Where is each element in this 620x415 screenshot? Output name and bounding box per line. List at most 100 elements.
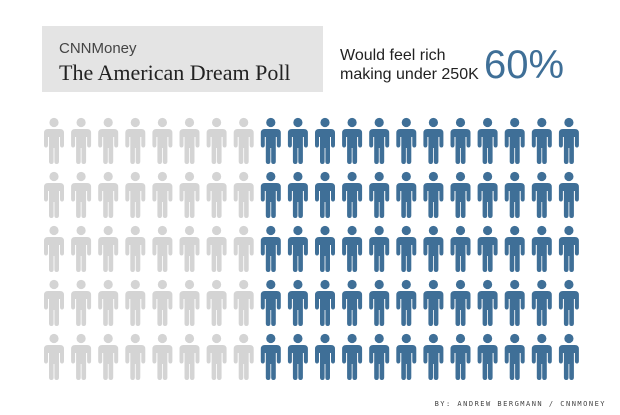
person-icon-highlighted-r3-c14 <box>396 225 417 272</box>
person-icon-highlighted-r1-c11 <box>315 117 335 164</box>
person-icon-base-r1-c7 <box>206 117 227 164</box>
person-icon-highlighted-r1-c18 <box>504 117 525 164</box>
person-icon-base-r5-c2 <box>71 333 92 380</box>
person-icon-base-r1-c1 <box>44 117 64 164</box>
person-icon-highlighted-r4-c14 <box>396 279 417 326</box>
person-icon-highlighted-r2-c14 <box>396 171 417 218</box>
person-icon-highlighted-r3-c11 <box>315 225 335 272</box>
person-icon-base-r3-c3 <box>98 225 119 272</box>
person-icon-highlighted-r5-c19 <box>531 333 552 380</box>
person-icon-highlighted-r3-c15 <box>423 225 444 272</box>
person-icon-highlighted-r2-c18 <box>504 171 525 218</box>
person-icon-base-r5-c5 <box>152 333 173 380</box>
person-icon-base-r5-c3 <box>98 333 119 380</box>
person-icon-highlighted-r4-c17 <box>477 279 498 326</box>
person-icon-highlighted-r5-c13 <box>369 333 390 380</box>
person-icon-base-r3-c8 <box>233 225 254 272</box>
person-icon-highlighted-r4-c19 <box>531 279 552 326</box>
person-icon-highlighted-r2-c16 <box>450 171 471 218</box>
person-icon-base-r1-c4 <box>125 117 146 164</box>
person-icon-base-r5-c8 <box>233 333 254 380</box>
person-icon-highlighted-r1-c14 <box>396 117 417 164</box>
person-icon-highlighted-r5-c14 <box>396 333 417 380</box>
person-icon-highlighted-r1-c20 <box>558 117 579 164</box>
person-icon-base-r4-c8 <box>233 279 254 326</box>
brand-name: CNNMoney <box>59 40 137 57</box>
person-icon-highlighted-r5-c18 <box>504 333 525 380</box>
person-icon-highlighted-r5-c17 <box>477 333 498 380</box>
person-icon-highlighted-r2-c9 <box>260 171 281 218</box>
person-icon-base-r5-c6 <box>179 333 200 380</box>
person-icon-base-r2-c8 <box>233 171 254 218</box>
person-icon-base-r4-c7 <box>206 279 227 326</box>
person-icon-base-r4-c5 <box>152 279 173 326</box>
stat-label-line-1: Would feel rich <box>340 47 446 64</box>
person-icon-highlighted-r5-c15 <box>423 333 444 380</box>
person-icon-base-r5-c1 <box>44 333 64 380</box>
person-icon-base-r1-c5 <box>152 117 173 164</box>
person-icon-highlighted-r2-c10 <box>287 171 308 218</box>
person-icon-highlighted-r3-c12 <box>342 225 363 272</box>
person-icon-highlighted-r2-c12 <box>342 171 363 218</box>
person-icon-highlighted-r1-c9 <box>260 117 281 164</box>
person-icon-highlighted-r1-c10 <box>287 117 308 164</box>
person-icon-highlighted-r3-c17 <box>477 225 498 272</box>
person-icon-base-r3-c4 <box>125 225 146 272</box>
poll-title: The American Dream Poll <box>59 60 291 85</box>
person-icon-highlighted-r3-c18 <box>504 225 525 272</box>
person-icon-base-r2-c1 <box>44 171 64 218</box>
person-icon-highlighted-r3-c13 <box>369 225 390 272</box>
person-icon-highlighted-r5-c12 <box>342 333 363 380</box>
person-icon-highlighted-r1-c16 <box>450 117 471 164</box>
person-icon-base-r3-c5 <box>152 225 173 272</box>
person-icon-base-r4-c3 <box>98 279 119 326</box>
person-icon-highlighted-r3-c19 <box>531 225 552 272</box>
person-icon-highlighted-r5-c20 <box>558 333 579 380</box>
person-icon-highlighted-r5-c11 <box>315 333 335 380</box>
person-icon-base-r3-c1 <box>44 225 64 272</box>
person-icon-base-r2-c2 <box>71 171 92 218</box>
person-icon-base-r4-c1 <box>44 279 64 326</box>
person-icon-base-r5-c7 <box>206 333 227 380</box>
person-icon-highlighted-r2-c11 <box>315 171 335 218</box>
person-icon-highlighted-r2-c17 <box>477 171 498 218</box>
person-icon-highlighted-r4-c10 <box>287 279 308 326</box>
person-icon-highlighted-r4-c11 <box>315 279 335 326</box>
person-icon-base-r2-c7 <box>206 171 227 218</box>
person-icon-highlighted-r5-c9 <box>260 333 281 380</box>
person-icon-base-r1-c3 <box>98 117 119 164</box>
person-icon-highlighted-r3-c16 <box>450 225 471 272</box>
person-icon-highlighted-r4-c13 <box>369 279 390 326</box>
person-icon-base-r5-c4 <box>125 333 146 380</box>
person-icon-highlighted-r2-c13 <box>369 171 390 218</box>
person-icon-highlighted-r1-c19 <box>531 117 552 164</box>
credit: BY: ANDREW BERGMANN / CNNMONEY <box>434 400 606 408</box>
title-box: CNNMoney The American Dream Poll <box>42 26 323 92</box>
person-icon-base-r1-c6 <box>179 117 200 164</box>
person-icon-highlighted-r2-c20 <box>558 171 579 218</box>
person-icon-highlighted-r1-c17 <box>477 117 498 164</box>
person-icon-highlighted-r3-c10 <box>287 225 308 272</box>
person-icon-highlighted-r1-c12 <box>342 117 363 164</box>
stat-label-line-2: making under 250K <box>340 66 479 83</box>
person-icon-highlighted-r3-c9 <box>260 225 281 272</box>
person-icon-base-r2-c4 <box>125 171 146 218</box>
person-icon-highlighted-r5-c16 <box>450 333 471 380</box>
person-icon-base-r4-c4 <box>125 279 146 326</box>
person-icon-highlighted-r4-c15 <box>423 279 444 326</box>
person-icon-base-r2-c5 <box>152 171 173 218</box>
stat-label: Would feel rich making under 250K <box>340 46 479 84</box>
person-icon-highlighted-r4-c20 <box>558 279 579 326</box>
person-icon-highlighted-r4-c9 <box>260 279 281 326</box>
person-icon-base-r3-c6 <box>179 225 200 272</box>
person-icon-highlighted-r4-c12 <box>342 279 363 326</box>
person-icon-base-r1-c8 <box>233 117 254 164</box>
person-icon-highlighted-r2-c15 <box>423 171 444 218</box>
person-icon-base-r1-c2 <box>71 117 92 164</box>
person-icon-base-r3-c2 <box>71 225 92 272</box>
person-icon-highlighted-r1-c15 <box>423 117 444 164</box>
person-icon-highlighted-r4-c18 <box>504 279 525 326</box>
person-icon-base-r4-c6 <box>179 279 200 326</box>
person-icon-highlighted-r3-c20 <box>558 225 579 272</box>
